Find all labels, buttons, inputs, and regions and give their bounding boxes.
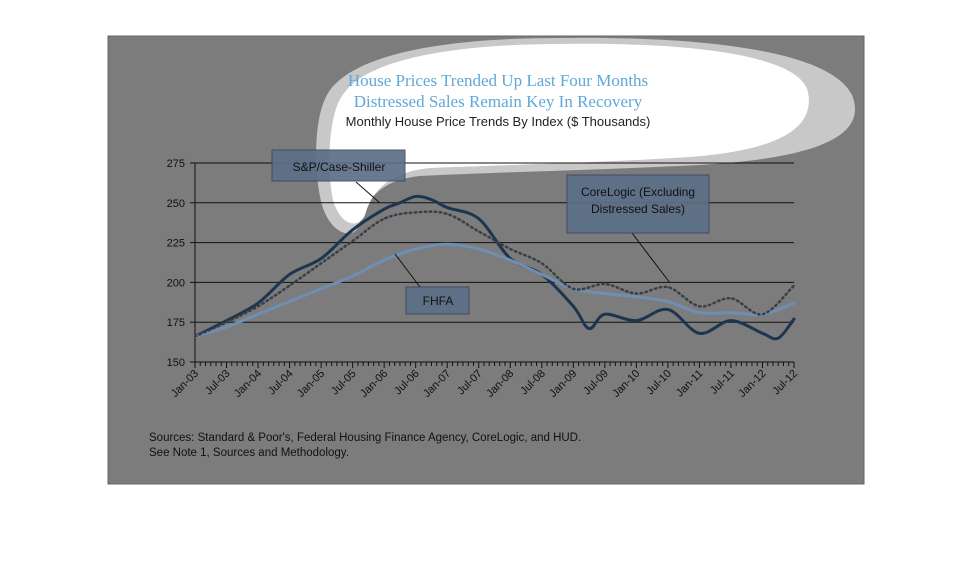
- series-2-point: [761, 313, 764, 315]
- series-1-point: [383, 259, 385, 261]
- series-2-point: [225, 321, 228, 323]
- series-1-point: [415, 248, 417, 250]
- series-0-point: [478, 218, 480, 220]
- series-0-point: [399, 202, 401, 204]
- callout-corelogic-label-1: CoreLogic (Excluding: [581, 185, 695, 199]
- series-1-point: [478, 248, 480, 250]
- series-0-point: [667, 308, 669, 311]
- y-tick-label: 150: [167, 357, 185, 369]
- series-2-point: [572, 288, 574, 290]
- series-1-point: [635, 296, 637, 298]
- y-tick-label: 250: [167, 198, 185, 210]
- callout-case-shiller-label: S&P/Case-Shiller: [293, 160, 386, 174]
- callout-corelogic-box: [566, 174, 710, 234]
- callout-corelogic-arrow: [631, 232, 671, 284]
- series-2-point: [509, 248, 511, 250]
- series-1-point: [698, 312, 701, 314]
- series-2-point: [667, 286, 669, 288]
- series-1-point: [225, 326, 228, 328]
- series-2-point: [194, 335, 196, 338]
- series-2-point: [288, 284, 291, 287]
- series-0-point: [730, 320, 732, 322]
- series-2-point: [604, 283, 606, 285]
- highlight-blob: [329, 43, 809, 224]
- series-0-point: [320, 257, 322, 260]
- series-2-point: [415, 211, 417, 213]
- y-tick-label: 175: [167, 317, 185, 329]
- series-1-point: [793, 302, 795, 304]
- callout-fhfa-arrow: [394, 253, 421, 288]
- callout-fhfa: FHFA: [394, 253, 470, 315]
- series-0-point: [352, 229, 354, 231]
- series-0-point: [761, 332, 764, 334]
- series-1-point: [320, 288, 322, 290]
- series-line-1: [193, 242, 796, 339]
- callout-case-shiller-arrow: [355, 181, 381, 204]
- series-2-point: [730, 297, 732, 299]
- series-0-point: [430, 199, 433, 201]
- series-1-point: [541, 273, 543, 276]
- chart-subtitle: Distressed Sales Remain Key In Recovery: [354, 92, 643, 111]
- series-1-point: [352, 275, 354, 277]
- series-lines: [193, 194, 796, 341]
- series-line-0: [193, 194, 796, 341]
- series-1-point: [730, 312, 732, 314]
- series-0-point: [793, 318, 795, 320]
- series-0-point: [572, 305, 574, 307]
- series-2-point: [320, 262, 322, 264]
- callout-corelogic-label-2: Distressed Sales): [591, 202, 685, 216]
- series-line-2: [193, 210, 796, 338]
- y-tick-label: 200: [167, 277, 185, 289]
- callout-fhfa-box: [405, 286, 470, 315]
- callout-corelogic: CoreLogic (Excluding Distressed Sales): [566, 174, 710, 284]
- series-0-point: [415, 195, 417, 198]
- series-1-point: [509, 259, 511, 261]
- chart-subtitle-2: Monthly House Price Trends By Index ($ T…: [346, 114, 651, 129]
- callout-fhfa-label: FHFA: [423, 294, 454, 308]
- y-tick-label: 275: [167, 158, 185, 170]
- y-tick-label: 225: [167, 238, 185, 250]
- sources-line-2: See Note 1, Sources and Methodology.: [149, 447, 349, 459]
- series-2-point: [478, 230, 480, 233]
- series-1-point: [667, 300, 669, 303]
- chart-title: House Prices Trended Up Last Four Months: [348, 71, 648, 90]
- callout-case-shiller-box: [271, 149, 406, 182]
- series-1-point: [257, 313, 259, 315]
- y-axis: 150 175 200 225 250 275: [167, 158, 196, 369]
- series-0-point: [446, 206, 448, 209]
- series-2-point: [352, 240, 354, 242]
- series-2-point: [446, 213, 448, 215]
- series-0-point: [588, 327, 590, 330]
- callout-case-shiller: S&P/Case-Shiller: [271, 149, 406, 204]
- series-2-point: [793, 284, 795, 287]
- series-2-point: [698, 305, 701, 307]
- series-2-point: [257, 305, 259, 307]
- series-1-point: [446, 243, 448, 245]
- series-0-point: [604, 313, 606, 315]
- series-0-point: [777, 337, 779, 339]
- series-0-point: [635, 320, 637, 322]
- series-2-point: [541, 262, 543, 264]
- series-0-point: [288, 273, 291, 276]
- series-2-point: [635, 292, 637, 295]
- series-0-point: [698, 332, 701, 334]
- series-0-point: [257, 302, 259, 304]
- series-1-point: [288, 300, 291, 303]
- series-0-point: [383, 208, 385, 210]
- series-2-point: [383, 218, 385, 220]
- sources-line-1: Sources: Standard & Poor's, Federal Hous…: [149, 432, 581, 444]
- series-1-point: [604, 292, 606, 295]
